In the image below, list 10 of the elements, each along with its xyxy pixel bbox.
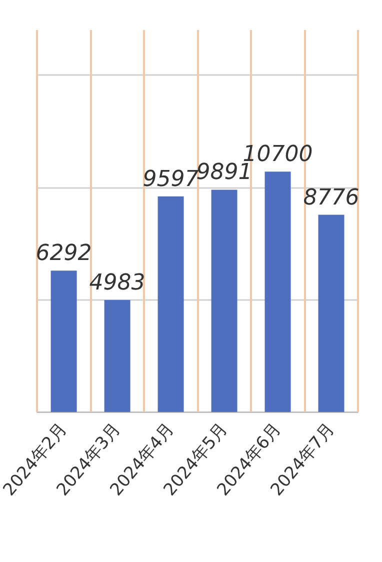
bar: [211, 190, 238, 412]
data-label: 8776: [303, 185, 360, 210]
data-label: 4983: [89, 270, 146, 296]
bar: [50, 270, 77, 412]
bar: [158, 196, 184, 412]
data-label: 9597: [142, 166, 199, 192]
bar: [264, 172, 291, 412]
bar: [318, 214, 344, 412]
bar: [104, 300, 130, 412]
data-label: 6292: [36, 241, 92, 266]
